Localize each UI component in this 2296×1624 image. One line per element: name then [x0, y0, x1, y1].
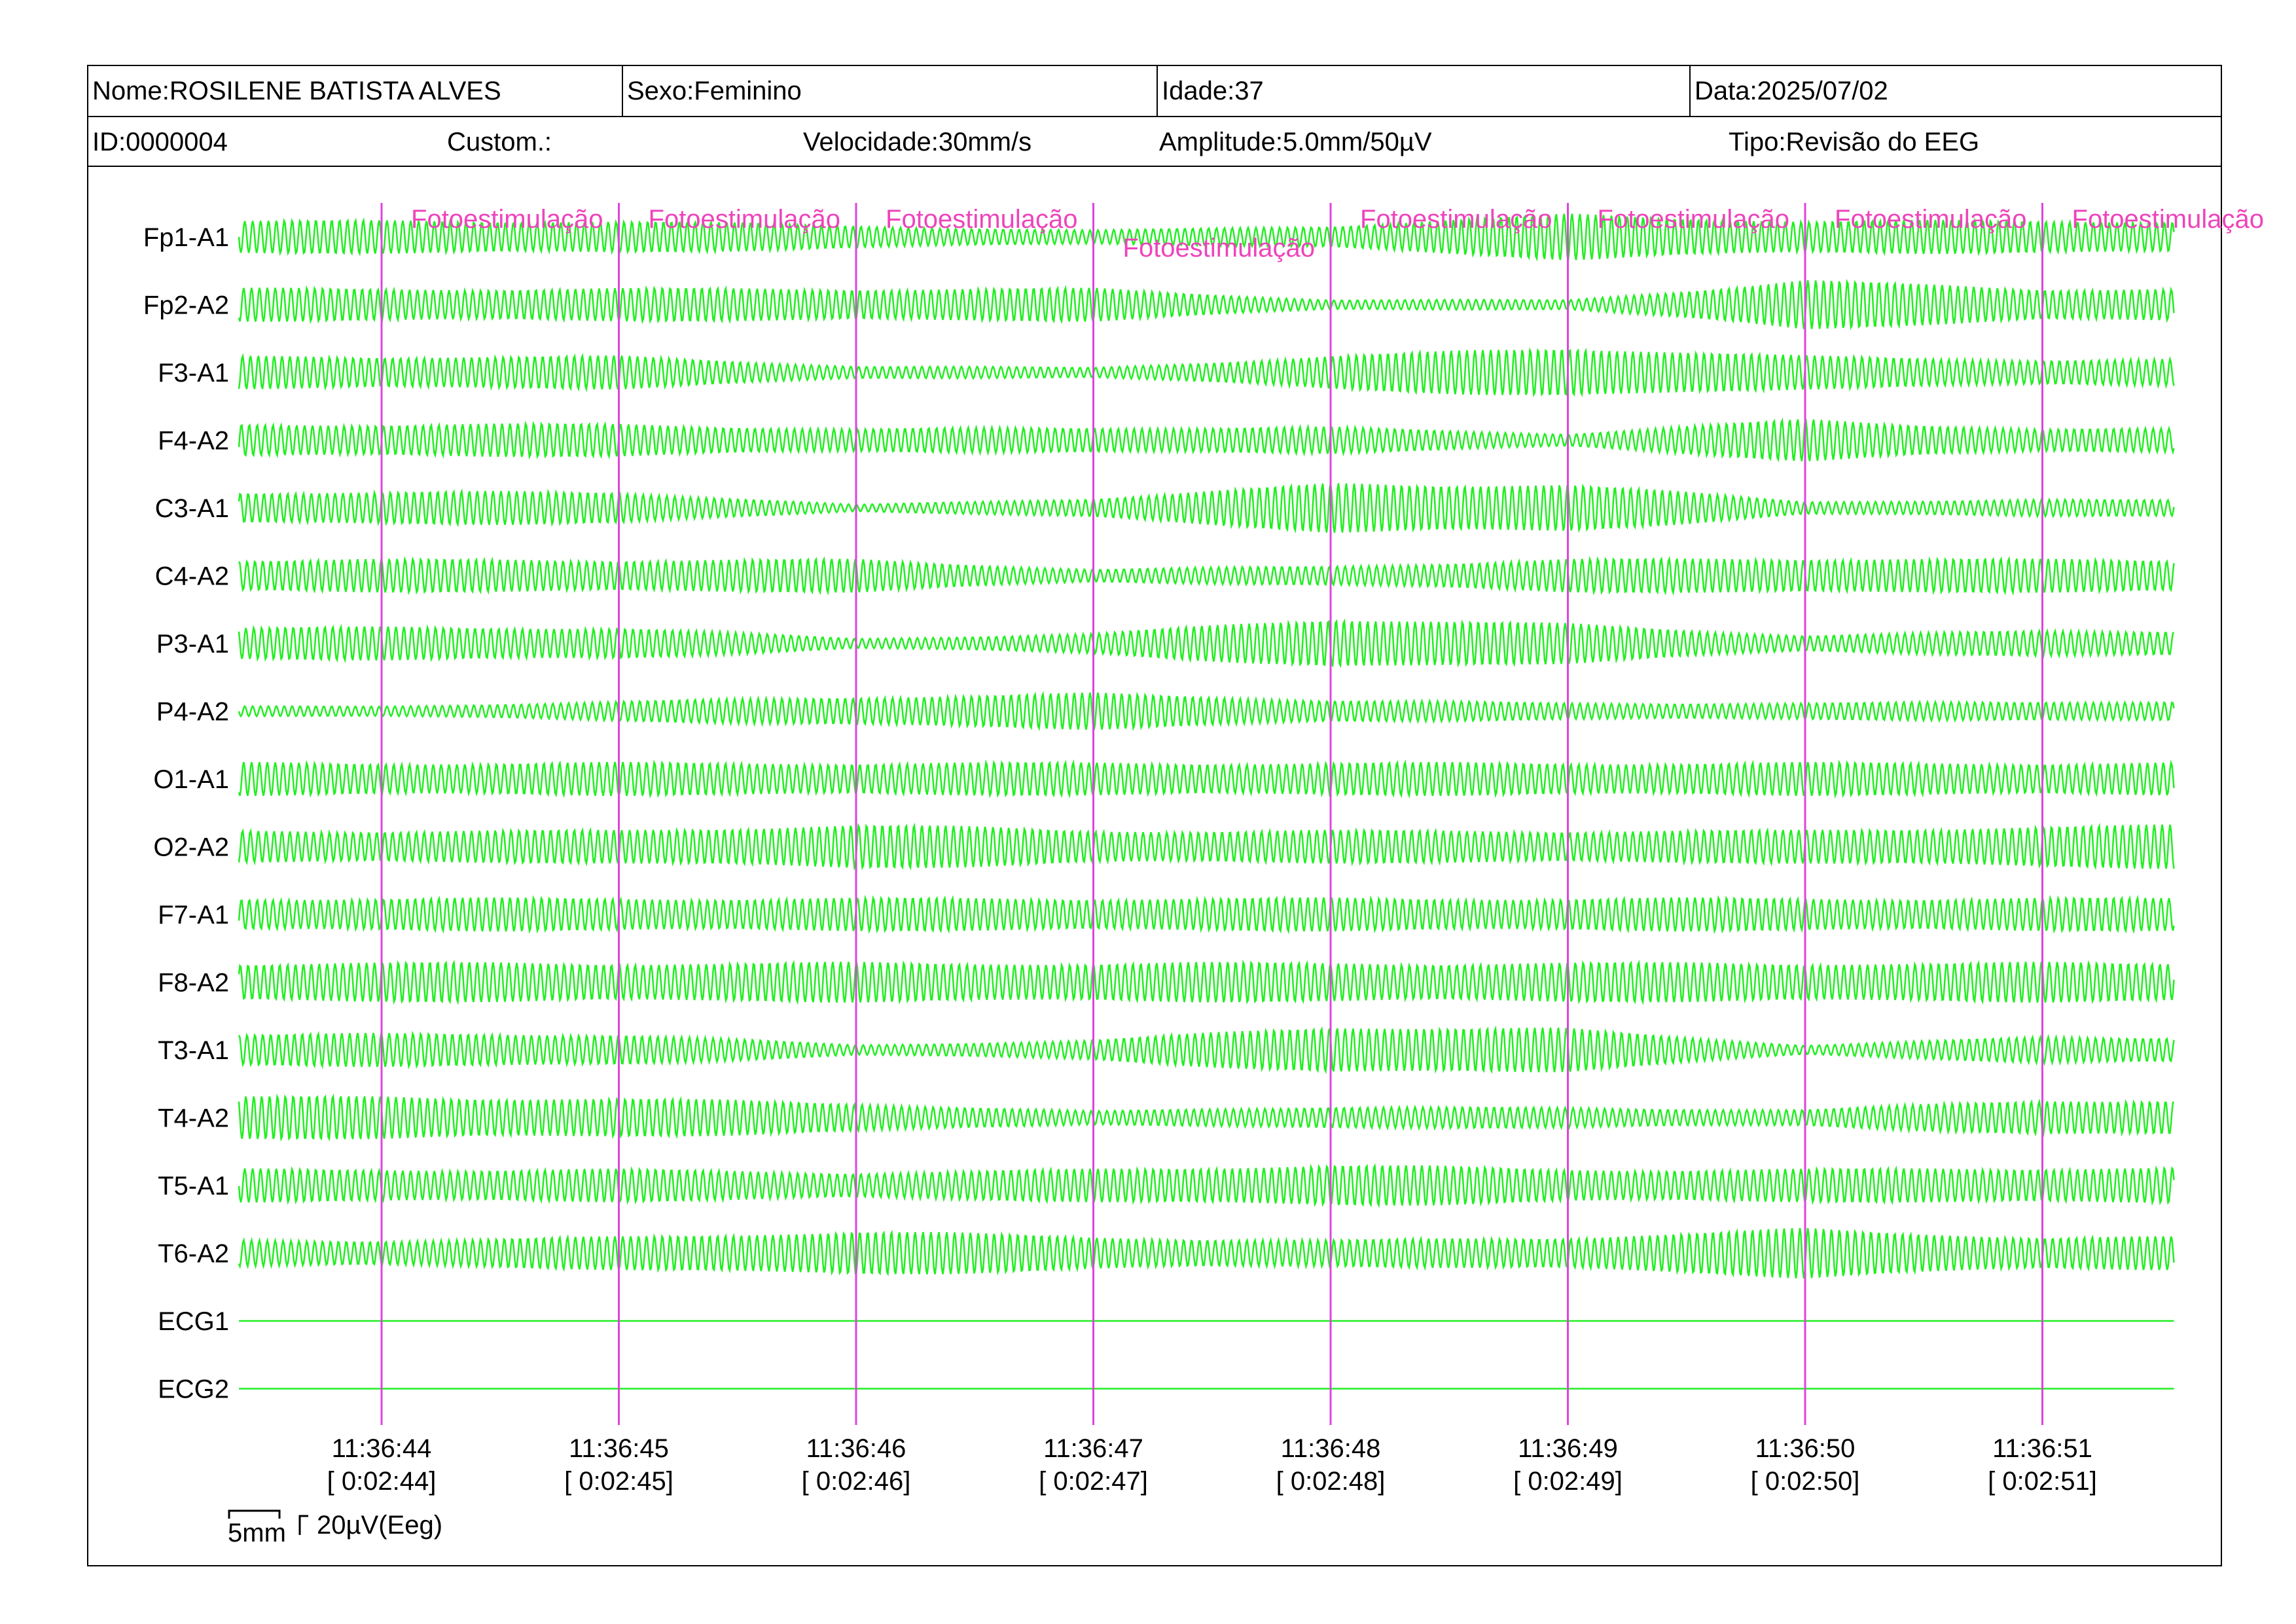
time-tick-clock: 11:36:48	[1281, 1434, 1381, 1463]
time-tick-elapsed: [ 0:02:46]	[802, 1467, 911, 1496]
amplitude-setting: Amplitude:5.0mm/50µV	[1159, 128, 1432, 156]
scale-bar: 5mm 20µV(Eeg)	[228, 1509, 442, 1547]
channel-label: Fp2-A2	[143, 291, 229, 320]
channel-label: T6-A2	[158, 1240, 229, 1269]
channel-trace	[238, 556, 2175, 596]
time-tick-clock: 11:36:49	[1518, 1434, 1618, 1463]
channel-label: P4-A2	[156, 698, 229, 727]
time-tick-clock: 11:36:45	[569, 1434, 669, 1463]
channel-trace	[238, 278, 2175, 331]
channel-label: T4-A2	[158, 1104, 229, 1133]
amp-scale-bracket	[298, 1515, 308, 1535]
channel-label: O2-A2	[153, 833, 229, 862]
channel-trace	[238, 482, 2175, 534]
patient-id: ID:0000004	[92, 128, 228, 156]
channel-trace	[238, 691, 2175, 732]
time-tick-elapsed: [ 0:02:48]	[1276, 1467, 1386, 1496]
patient-name: Nome:ROSILENE BATISTA ALVES	[88, 66, 623, 116]
channel-label: ECG1	[158, 1307, 229, 1336]
channel-label: F3-A1	[158, 359, 229, 388]
annotation-layer: Fotoestimulação Fotoestimulação Fotoestimu…	[411, 205, 2264, 262]
annotation-label: Fotoestimulação	[1835, 205, 2026, 234]
time-tick-elapsed: [ 0:02:44]	[327, 1467, 437, 1496]
time-tick-clock: 11:36:46	[806, 1434, 906, 1463]
annotation-label: Fotoestimulação	[411, 205, 603, 234]
time-tick-elapsed: [ 0:02:47]	[1039, 1467, 1148, 1496]
annotation-label: Fotoestimulação	[1123, 234, 1315, 262]
channel-label: Fp1-A1	[143, 223, 229, 252]
channel-label: ECG2	[158, 1375, 229, 1404]
time-tick-clock: 11:36:44	[332, 1434, 432, 1463]
header-row-settings: ID:0000004 Custom.: Velocidade:30mm/s Am…	[88, 117, 2221, 167]
patient-sex: Sexo:Feminino	[623, 66, 1158, 116]
time-tick-elapsed: [ 0:02:45]	[564, 1467, 673, 1496]
channel-label: F8-A2	[158, 969, 229, 998]
speed-setting: Velocidade:30mm/s	[803, 128, 1032, 156]
channel-trace	[238, 213, 2175, 262]
channel-label: C3-A1	[155, 494, 229, 523]
annotation-label: Fotoestimulação	[2072, 205, 2264, 234]
annotation-label: Fotoestimulação	[886, 205, 1077, 234]
second-marker-layer	[380, 203, 2043, 1425]
channel-label-layer: Fp1-A1 Fp2-A2 F3-A1 F4-A2 C3-A1 C4-A2 P3-A1 P4-…	[143, 223, 229, 1404]
channel-trace	[238, 894, 2175, 935]
channel-trace	[238, 822, 2175, 871]
channel-trace	[238, 618, 2174, 668]
amp-scale-label: 20µV(Eeg)	[317, 1511, 442, 1540]
channel-trace	[238, 1025, 2175, 1075]
time-tick-clock: 11:36:50	[1755, 1434, 1856, 1463]
channel-trace	[238, 1163, 2175, 1208]
exam-type: Tipo:Revisão do EEG	[1729, 128, 1980, 156]
channel-trace	[238, 1093, 2174, 1142]
annotation-label: Fotoestimulação	[1360, 205, 1552, 234]
time-scale-label: 5mm	[228, 1519, 286, 1547]
time-tick-elapsed: [ 0:02:49]	[1513, 1467, 1623, 1496]
channel-trace	[238, 1227, 2175, 1279]
channel-label: T3-A1	[158, 1036, 229, 1065]
trace-layer	[238, 213, 2175, 1390]
custom-field: Custom.:	[447, 128, 552, 156]
time-tick-elapsed: [ 0:02:50]	[1751, 1467, 1860, 1496]
channel-label: F4-A2	[158, 427, 229, 456]
time-scale-bracket	[228, 1509, 281, 1519]
channel-trace	[238, 417, 2175, 463]
time-tick-elapsed: [ 0:02:51]	[1988, 1467, 2097, 1496]
eeg-report-frame: Nome:ROSILENE BATISTA ALVES Sexo:Feminin…	[87, 65, 2222, 1566]
time-tick-clock: 11:36:51	[1992, 1434, 2092, 1463]
channel-label: O1-A1	[153, 765, 229, 794]
channel-trace	[238, 959, 2175, 1005]
annotation-label: Fotoestimulação	[1598, 205, 1789, 234]
annotation-label: Fotoestimulação	[649, 205, 840, 234]
channel-label: C4-A2	[155, 562, 229, 591]
exam-date: Data:2025/07/02	[1695, 77, 1888, 105]
channel-label: F7-A1	[158, 901, 229, 929]
time-tick-clock: 11:36:47	[1043, 1434, 1143, 1463]
channel-trace	[238, 347, 2175, 398]
time-axis: 11:36:44 [ 0:02:44] 11:36:45 [ 0:02:45] 11:3…	[327, 1434, 2097, 1496]
channel-label: T5-A1	[158, 1172, 229, 1200]
patient-age: Idade:37	[1158, 66, 1691, 116]
channel-trace	[238, 759, 2175, 799]
channel-label: P3-A1	[156, 630, 229, 659]
header-row-patient: Nome:ROSILENE BATISTA ALVES Sexo:Feminin…	[88, 66, 2221, 117]
